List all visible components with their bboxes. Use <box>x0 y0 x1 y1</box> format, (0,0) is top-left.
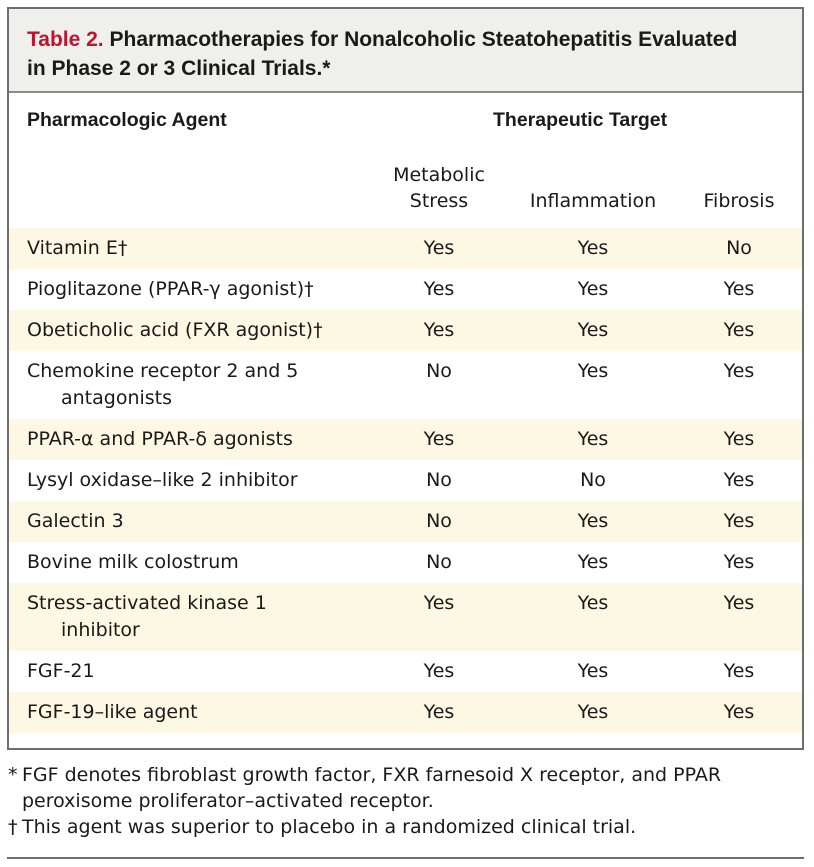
subheader-inflammation: Inflammation <box>529 190 657 212</box>
agent-name-line2: antagonists <box>61 387 173 409</box>
agent-name: PPAR-α and PPAR-δ agonists <box>27 428 293 450</box>
agent-name: Bovine milk colostrum <box>27 551 239 573</box>
agent-name: FGF-19–like agent <box>27 701 198 723</box>
table-frame: Table 2. Pharmacotherapies for Nonalcoho… <box>7 7 804 750</box>
footnote-star-line1: FGF denotes fibroblast growth factor, FX… <box>22 764 722 786</box>
agent-name-line1: Stress-activated kinase 1 <box>27 592 267 614</box>
table-label: Table 2. <box>27 28 104 51</box>
agent-name: Galectin 3 <box>27 510 124 532</box>
metabolic-value: Yes <box>423 592 455 614</box>
footnote-dagger-text: This agent was superior to placebo in a … <box>22 816 637 838</box>
table-row: Chemokine receptor 2 and 5 antagonists N… <box>9 351 802 419</box>
inflammation-value: Yes <box>577 551 609 573</box>
inflammation-value: Yes <box>577 701 609 723</box>
subheader-metabolic-line2: Stress <box>409 190 469 212</box>
table-row: FGF-21 Yes Yes Yes <box>9 651 802 692</box>
inflammation-value: Yes <box>577 428 609 450</box>
inflammation-value: Yes <box>577 592 609 614</box>
inflammation-value: Yes <box>577 360 609 382</box>
table-row: Pioglitazone (PPAR-γ agonist)† Yes Yes Y… <box>9 269 802 310</box>
agent-name-line2: inhibitor <box>61 619 140 641</box>
inflammation-value: No <box>580 469 606 491</box>
column-header-agent: Pharmacologic Agent <box>27 109 227 131</box>
bottom-rule <box>7 857 804 859</box>
fibrosis-value: Yes <box>723 469 755 491</box>
metabolic-value: No <box>426 469 452 491</box>
table-row: Vitamin E† Yes Yes No <box>9 228 802 269</box>
table-row: Obeticholic acid (FXR agonist)† Yes Yes … <box>9 310 802 351</box>
fibrosis-value: No <box>726 237 752 259</box>
agent-name-line1: Chemokine receptor 2 and 5 <box>27 360 299 382</box>
table-row: Galectin 3 No Yes Yes <box>9 501 802 542</box>
fibrosis-value: Yes <box>723 701 755 723</box>
agent-name: Lysyl oxidase–like 2 inhibitor <box>27 469 298 491</box>
metabolic-value: No <box>426 360 452 382</box>
table-row: Lysyl oxidase–like 2 inhibitor No No Yes <box>9 460 802 501</box>
agent-name: FGF-21 <box>27 660 95 682</box>
metabolic-value: Yes <box>423 319 455 341</box>
metabolic-value: No <box>426 551 452 573</box>
fibrosis-value: Yes <box>723 360 755 382</box>
inflammation-value: Yes <box>577 660 609 682</box>
agent-name: Obeticholic acid (FXR agonist)† <box>27 319 323 341</box>
inflammation-value: Yes <box>577 510 609 532</box>
footnote-dagger: † This agent was superior to placebo in … <box>8 814 808 840</box>
fibrosis-value: Yes <box>723 551 755 573</box>
footnotes: * FGF denotes fibroblast growth factor, … <box>8 762 808 840</box>
metabolic-value: Yes <box>423 701 455 723</box>
footnote-dagger-mark: † <box>8 816 18 838</box>
agent-name: Vitamin E† <box>27 237 128 259</box>
metabolic-value: Yes <box>423 278 455 300</box>
agent-name: Chemokine receptor 2 and 5 antagonists <box>27 358 367 412</box>
fibrosis-value: Yes <box>723 510 755 532</box>
table-row: FGF-19–like agent Yes Yes Yes <box>9 692 802 733</box>
table-body: Vitamin E† Yes Yes No Pioglitazone (PPAR… <box>9 228 802 733</box>
fibrosis-value: Yes <box>723 428 755 450</box>
table-title: Table 2. Pharmacotherapies for Nonalcoho… <box>9 9 802 93</box>
footnote-star-line2: peroxisome proliferator–activated recept… <box>22 790 434 812</box>
inflammation-value: Yes <box>577 278 609 300</box>
fibrosis-value: Yes <box>723 278 755 300</box>
metabolic-value: Yes <box>423 660 455 682</box>
fibrosis-value: Yes <box>723 592 755 614</box>
footnote-star-mark: * <box>8 764 18 786</box>
subheader-metabolic-stress: Metabolic Stress <box>379 162 499 214</box>
metabolic-value: No <box>426 510 452 532</box>
subheader-metabolic-line1: Metabolic <box>393 164 485 186</box>
table-row: Stress-activated kinase 1 inhibitor Yes … <box>9 583 802 651</box>
fibrosis-value: Yes <box>723 660 755 682</box>
table-row: PPAR-α and PPAR-δ agonists Yes Yes Yes <box>9 419 802 460</box>
column-header-target: Therapeutic Target <box>493 109 668 131</box>
footnote-star: * FGF denotes fibroblast growth factor, … <box>8 762 808 814</box>
inflammation-value: Yes <box>577 319 609 341</box>
table-title-line2: in Phase 2 or 3 Clinical Trials.* <box>27 57 331 80</box>
inflammation-value: Yes <box>577 237 609 259</box>
table-row: Bovine milk colostrum No Yes Yes <box>9 542 802 583</box>
agent-name: Stress-activated kinase 1 inhibitor <box>27 590 367 644</box>
fibrosis-value: Yes <box>723 319 755 341</box>
agent-name: Pioglitazone (PPAR-γ agonist)† <box>27 278 314 300</box>
metabolic-value: Yes <box>423 428 455 450</box>
subheader-fibrosis: Fibrosis <box>703 190 775 212</box>
metabolic-value: Yes <box>423 237 455 259</box>
table-title-line1: Pharmacotherapies for Nonalcoholic Steat… <box>109 28 738 51</box>
